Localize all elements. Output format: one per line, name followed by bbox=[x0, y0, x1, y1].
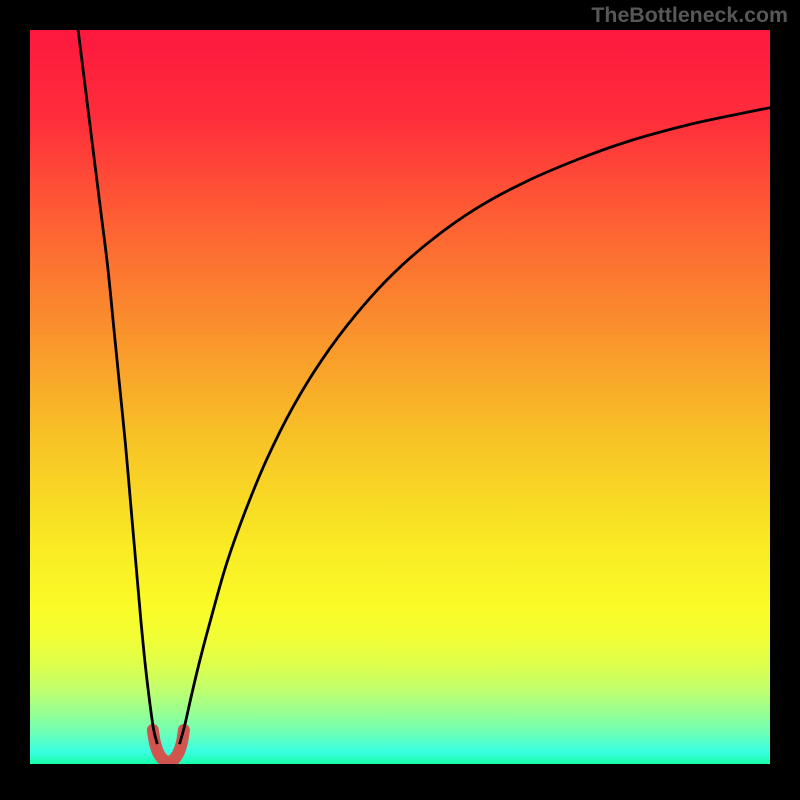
bottom-strip bbox=[30, 764, 770, 770]
chart-plot-area bbox=[30, 30, 770, 770]
chart-svg bbox=[30, 30, 770, 770]
watermark-text: TheBottleneck.com bbox=[591, 3, 788, 28]
gradient-background bbox=[30, 30, 770, 770]
